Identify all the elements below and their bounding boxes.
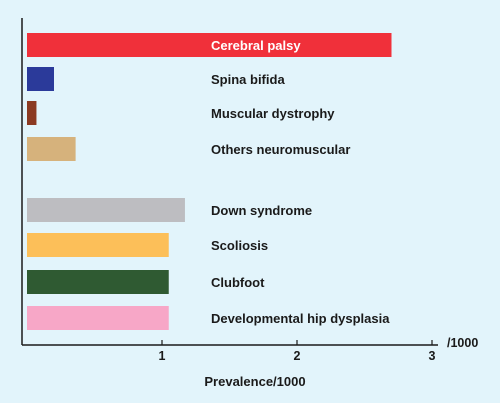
bar-label-clubfoot: Clubfoot: [211, 275, 265, 290]
bar-down-syndrome: [27, 198, 185, 222]
x-tick-label: 2: [294, 349, 301, 363]
bar-others-neuromuscular: [27, 137, 76, 161]
bar-label-developmental-hip-dysplasia: Developmental hip dysplasia: [211, 311, 390, 326]
bar-label-muscular-dystrophy: Muscular dystrophy: [211, 106, 335, 121]
bar-label-cerebral-palsy: Cerebral palsy: [211, 38, 301, 53]
bar-label-scoliosis: Scoliosis: [211, 238, 268, 253]
bar-muscular-dystrophy: [27, 101, 37, 125]
bar-clubfoot: [27, 270, 169, 294]
bar-developmental-hip-dysplasia: [27, 306, 169, 330]
x-axis-label: Prevalence/1000: [204, 374, 305, 389]
x-tick-label: 3: [429, 349, 436, 363]
ticks-layer: 1 2 3: [159, 340, 436, 363]
bar-label-spina-bifida: Spina bifida: [211, 72, 285, 87]
bar-spina-bifida: [27, 67, 54, 91]
x-tick-label: 1: [159, 349, 166, 363]
bar-label-others-neuromuscular: Others neuromuscular: [211, 142, 350, 157]
bars-layer: Cerebral palsy Spina bifida Muscular dystr…: [27, 33, 392, 330]
bar-label-down-syndrome: Down syndrome: [211, 203, 312, 218]
bar-cerebral-palsy: [27, 33, 392, 57]
x-unit-label: /1000: [447, 336, 478, 350]
bar-scoliosis: [27, 233, 169, 257]
